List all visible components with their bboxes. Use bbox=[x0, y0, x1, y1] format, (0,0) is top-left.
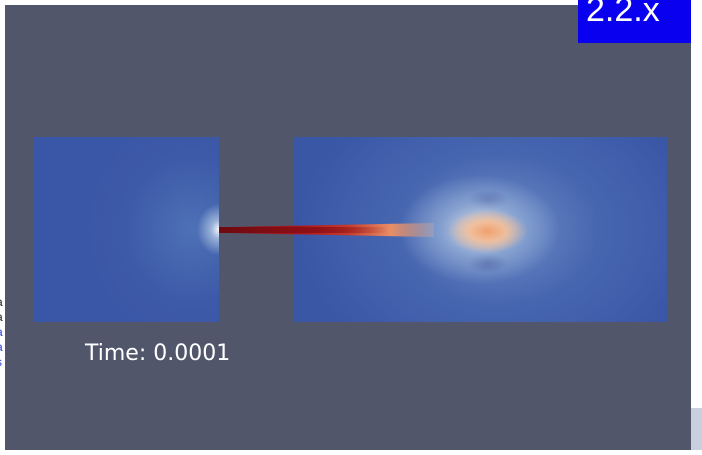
sidebar-fragment-link[interactable]: a bbox=[0, 325, 8, 340]
sidebar-fragment: a bbox=[0, 295, 8, 310]
version-badge: 2.2.x bbox=[578, 0, 691, 43]
simulation-render-viewport: Time: 0.0001 bbox=[5, 5, 691, 450]
jet-core bbox=[219, 227, 389, 233]
right-gutter bbox=[691, 408, 702, 450]
sidebar-fragment-link[interactable]: a bbox=[0, 340, 8, 355]
sidebar-fragment: a bbox=[0, 310, 8, 325]
sidebar-fragment-link[interactable]: s bbox=[0, 355, 8, 370]
clipped-sidebar-text: a a a a s bbox=[0, 295, 8, 425]
time-annotation: Time: 0.0001 bbox=[85, 341, 231, 366]
left-chamber-field bbox=[34, 137, 219, 322]
